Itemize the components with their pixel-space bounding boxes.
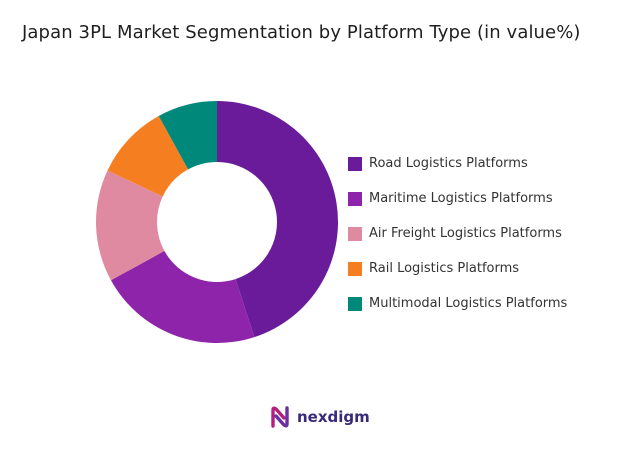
donut-slice-multimodal-logistics-platforms <box>158 101 217 170</box>
brand-name: nexdigm <box>297 408 370 426</box>
brand-logo: nexdigm <box>269 404 370 430</box>
chart-title: Japan 3PL Market Segmentation by Platfor… <box>22 22 581 43</box>
legend-swatch <box>348 261 362 276</box>
legend-item: Air Freight Logistics Platforms <box>348 216 567 251</box>
donut-slices <box>96 101 338 344</box>
legend-swatch <box>348 226 362 241</box>
legend-item: Rail Logistics Platforms <box>348 251 567 286</box>
legend-label: Multimodal Logistics Platforms <box>369 296 568 311</box>
legend-label: Rail Logistics Platforms <box>369 261 520 276</box>
legend-label: Road Logistics Platforms <box>369 156 528 171</box>
donut-slice-maritime-logistics-platforms <box>110 250 255 344</box>
donut-slice-road-logistics-platforms <box>217 101 338 338</box>
legend-label: Maritime Logistics Platforms <box>369 191 553 206</box>
legend-swatch <box>348 296 362 311</box>
legend-item: Maritime Logistics Platforms <box>348 181 567 216</box>
legend-item: Road Logistics Platforms <box>348 146 567 181</box>
donut-slice-rail-logistics-platforms <box>107 115 189 197</box>
legend-label: Air Freight Logistics Platforms <box>369 226 562 241</box>
nexdigm-logo-icon <box>271 406 289 428</box>
legend-swatch <box>348 191 362 206</box>
chart-legend: Road Logistics Platforms Maritime Logisti… <box>348 146 567 321</box>
legend-swatch <box>348 156 362 171</box>
donut-slice-air-freight-logistics-platforms <box>96 170 165 281</box>
legend-item: Multimodal Logistics Platforms <box>348 286 567 321</box>
